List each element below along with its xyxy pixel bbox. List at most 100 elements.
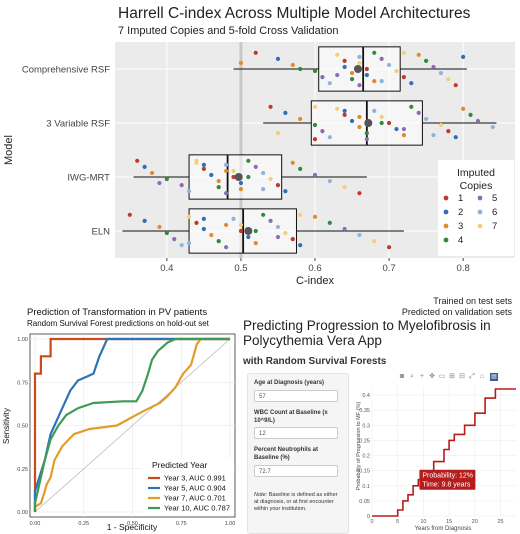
data-point <box>394 68 399 74</box>
data-point <box>327 220 332 225</box>
camera-icon[interactable]: ◙ <box>399 373 405 380</box>
reset-icon[interactable]: ⌂ <box>479 373 485 380</box>
legend-label: 2 <box>458 207 463 218</box>
roc-y-tick-label: 0.50 <box>17 424 28 430</box>
data-point <box>372 108 377 113</box>
data-point <box>438 70 444 76</box>
data-point <box>431 133 436 138</box>
x-tick-label: 0.4 <box>160 263 173 274</box>
data-point <box>142 164 147 169</box>
mf-prediction-app: Predicting Progression to Myelofibrosis … <box>240 318 520 534</box>
data-point <box>186 241 192 246</box>
plus-icon[interactable]: + <box>419 373 425 380</box>
legend-swatch <box>477 195 483 201</box>
age-label: Age at Diagnosis (years) <box>254 380 325 386</box>
plotly-logo-icon[interactable]: ▤ <box>490 373 498 381</box>
legend-label: 5 <box>492 193 497 204</box>
legend-swatch <box>443 195 449 201</box>
data-point <box>157 180 162 186</box>
roc-lines <box>33 337 230 512</box>
data-point <box>372 239 377 244</box>
zoom-in-icon[interactable]: ⊞ <box>449 373 455 380</box>
wbc-input[interactable]: 12 <box>254 427 338 439</box>
legend-swatch <box>443 209 449 215</box>
data-point <box>290 237 295 242</box>
roc-x-tick-label: 1.00 <box>225 521 236 527</box>
data-point <box>298 243 303 248</box>
roc-y-tick-label: 1.00 <box>17 337 28 343</box>
data-point <box>253 164 258 169</box>
autoscale-icon[interactable]: ⤢ <box>469 373 475 380</box>
app-title: Predicting Progression to Myelofibrosis … <box>243 318 491 348</box>
boxplot-y-axis-label: Model <box>3 135 15 165</box>
app-y-tick-label: 0.35 <box>359 408 370 414</box>
data-point <box>372 50 377 55</box>
app-x-tick-label: 25 <box>498 519 504 525</box>
box-select-icon[interactable]: ▭ <box>438 373 446 380</box>
progression-line <box>372 388 516 517</box>
roc-y-axis-label: Sensitivity <box>2 408 11 444</box>
data-point <box>275 183 281 188</box>
roc-legend-title: Predicted Year <box>152 460 207 470</box>
data-point <box>261 170 266 176</box>
roc-series-line <box>33 337 230 512</box>
data-point <box>357 124 362 130</box>
pan-icon[interactable]: ✥ <box>429 373 435 380</box>
data-point <box>231 168 236 174</box>
app-x-tick-label: 0 <box>370 519 373 525</box>
data-point <box>364 72 369 78</box>
data-point <box>446 129 451 134</box>
data-point <box>194 220 199 225</box>
data-point <box>224 222 229 228</box>
data-point <box>157 224 162 230</box>
data-point <box>342 226 347 232</box>
data-point <box>401 75 406 80</box>
neutrophils-input[interactable]: 72.7 <box>254 465 338 477</box>
data-point <box>186 189 192 194</box>
app-y-tick-label: 0.2 <box>362 454 370 460</box>
roc-diagonal <box>34 338 231 513</box>
data-point <box>238 222 244 228</box>
age-input[interactable]: 57 <box>254 390 338 402</box>
progression-ticks: 0 5 10 15 20 25 0 0.05 0.1 0.15 0.2 0.25 0.3 0.35 0.4 <box>359 393 503 525</box>
data-point <box>372 79 377 84</box>
data-point <box>453 135 458 140</box>
data-point <box>268 176 273 182</box>
data-point <box>216 185 221 190</box>
data-point <box>312 137 318 142</box>
data-point <box>246 158 251 163</box>
roc-series-line <box>33 337 230 512</box>
data-point <box>186 214 192 219</box>
data-point <box>327 135 332 140</box>
data-point <box>461 54 466 59</box>
data-point <box>283 110 288 115</box>
progression-grid <box>371 386 516 517</box>
roc-x-tick-label: 0.75 <box>176 521 187 527</box>
data-point <box>349 77 355 82</box>
x-tick-label: 0.6 <box>308 263 321 274</box>
data-point <box>349 118 355 124</box>
data-point <box>424 58 429 64</box>
boxplot-x-axis-label: C-index <box>296 275 334 287</box>
note-prefix: Note: <box>254 492 268 498</box>
x-tick-label: 0.8 <box>457 263 470 274</box>
tooltip-probability: Probability: 12% <box>422 473 473 480</box>
data-point <box>135 158 140 163</box>
data-point <box>490 124 495 130</box>
data-point <box>475 118 481 124</box>
zoom-out-icon[interactable]: ⊟ <box>459 373 465 380</box>
legend-swatch <box>443 237 449 243</box>
data-point <box>312 214 318 219</box>
data-point <box>224 162 229 167</box>
data-point <box>342 185 347 190</box>
data-point <box>416 110 421 115</box>
data-point <box>216 239 221 244</box>
zoom-icon[interactable]: ⌕ <box>410 373 414 380</box>
data-point <box>364 131 369 136</box>
roc-legend-label: Year 3, AUC 0.991 <box>164 474 226 483</box>
data-point <box>283 189 288 194</box>
data-point <box>327 81 332 86</box>
data-point <box>364 137 369 142</box>
data-point <box>201 226 206 232</box>
